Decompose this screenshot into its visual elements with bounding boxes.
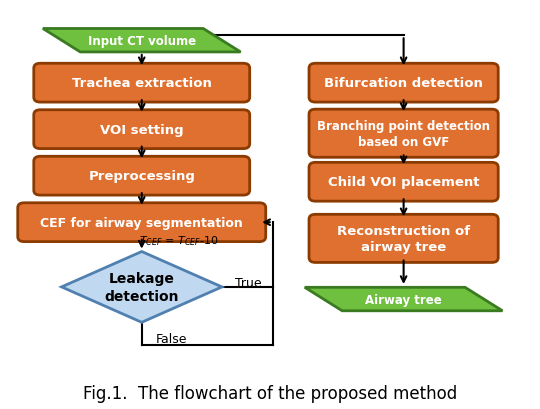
FancyBboxPatch shape [309, 64, 498, 103]
FancyBboxPatch shape [18, 203, 266, 242]
Polygon shape [305, 288, 503, 311]
FancyBboxPatch shape [309, 163, 498, 202]
Text: Fig.1.  The flowchart of the proposed method: Fig.1. The flowchart of the proposed met… [83, 384, 457, 402]
Text: $T_{CEF}$ = $T_{CEF}$-10: $T_{CEF}$ = $T_{CEF}$-10 [139, 234, 219, 247]
Text: VOI setting: VOI setting [100, 124, 184, 136]
Text: Child VOI placement: Child VOI placement [328, 176, 480, 189]
Text: Airway tree: Airway tree [365, 293, 442, 306]
Text: CEF for airway segmentation: CEF for airway segmentation [40, 216, 243, 229]
Text: False: False [156, 333, 187, 346]
FancyBboxPatch shape [309, 215, 498, 263]
FancyBboxPatch shape [34, 110, 249, 149]
Text: Reconstruction of
airway tree: Reconstruction of airway tree [337, 224, 470, 253]
Text: Leakage
detection: Leakage detection [104, 272, 179, 303]
FancyBboxPatch shape [309, 110, 498, 158]
Text: Bifurcation detection: Bifurcation detection [324, 77, 483, 90]
FancyBboxPatch shape [34, 64, 249, 103]
Text: Input CT volume: Input CT volume [87, 35, 196, 47]
Text: Trachea extraction: Trachea extraction [72, 77, 212, 90]
Polygon shape [43, 29, 241, 53]
Polygon shape [62, 252, 222, 323]
Text: Branching point detection
based on GVF: Branching point detection based on GVF [317, 119, 490, 148]
Text: Preprocessing: Preprocessing [89, 170, 195, 183]
FancyBboxPatch shape [34, 157, 249, 196]
Text: True: True [235, 277, 262, 290]
